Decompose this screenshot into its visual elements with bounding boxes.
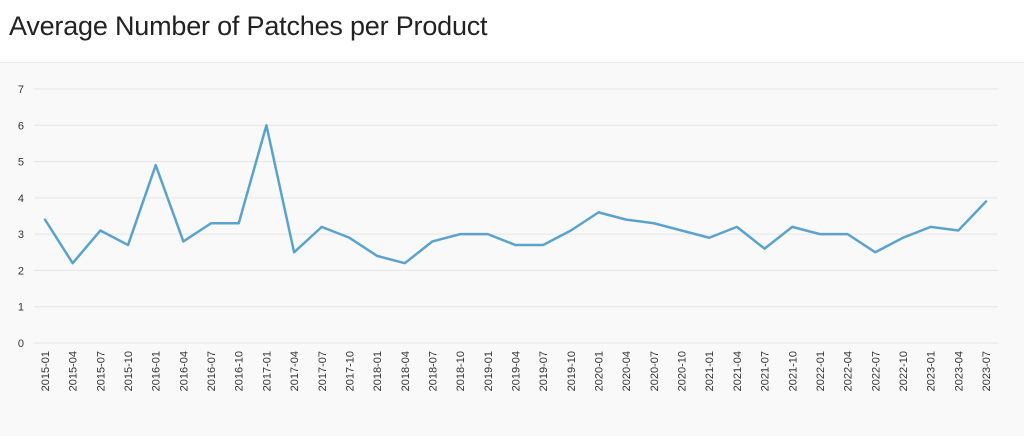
y-tick-label: 5: [18, 157, 24, 169]
data-point[interactable]: [41, 216, 49, 224]
chart-header: Average Number of Patches per Product: [0, 0, 1024, 63]
x-tick-label: 2018-10: [455, 351, 467, 391]
x-tick-label: 2022-10: [898, 351, 910, 391]
data-point[interactable]: [678, 227, 686, 235]
data-point[interactable]: [124, 241, 132, 249]
series-line-0: [43, 124, 988, 265]
x-tick-label: 2015-01: [40, 351, 52, 391]
data-point[interactable]: [982, 197, 990, 205]
x-tick-label: 2016-01: [151, 351, 163, 391]
x-tick-label: 2022-01: [815, 351, 827, 391]
data-point[interactable]: [262, 121, 270, 129]
data-point[interactable]: [844, 230, 852, 238]
x-axis: 2015-01 2015-04 2015-07 2015-10 2016-01 2016-…: [40, 351, 993, 391]
y-tick-label: 4: [18, 193, 24, 205]
y-tick-label: 2: [18, 265, 24, 277]
data-point[interactable]: [401, 259, 409, 267]
y-tick-label: 6: [18, 120, 24, 132]
x-tick-label: 2021-10: [787, 351, 799, 391]
x-tick-label: 2022-07: [870, 351, 882, 391]
y-tick-label: 3: [18, 229, 24, 241]
x-tick-label: 2016-10: [234, 351, 246, 391]
y-tick-label: 1: [18, 302, 24, 314]
data-point[interactable]: [954, 227, 962, 235]
data-point[interactable]: [456, 230, 464, 238]
data-point[interactable]: [899, 234, 907, 242]
data-point[interactable]: [567, 227, 575, 235]
y-tick-label: 7: [18, 84, 24, 96]
data-point[interactable]: [788, 223, 796, 231]
x-tick-label: 2015-10: [123, 351, 135, 391]
x-tick-label: 2016-07: [206, 351, 218, 391]
y-tick-label: 0: [18, 338, 24, 350]
x-tick-label: 2021-01: [704, 351, 716, 391]
series-group: [41, 121, 990, 267]
data-point[interactable]: [871, 248, 879, 256]
data-point[interactable]: [96, 227, 104, 235]
data-point[interactable]: [622, 216, 630, 224]
x-tick-label: 2015-04: [68, 351, 80, 391]
data-point[interactable]: [927, 223, 935, 231]
data-point[interactable]: [290, 248, 298, 256]
x-tick-label: 2017-04: [289, 351, 301, 391]
chart-title: Average Number of Patches per Product: [9, 11, 488, 41]
x-tick-label: 2020-01: [594, 351, 606, 391]
x-tick-label: 2018-01: [372, 351, 384, 391]
x-tick-label: 2017-01: [261, 351, 273, 391]
data-point[interactable]: [733, 223, 741, 231]
x-tick-label: 2019-01: [483, 351, 495, 391]
x-tick-label: 2023-01: [926, 351, 938, 391]
data-point[interactable]: [318, 223, 326, 231]
data-point[interactable]: [761, 245, 769, 253]
x-tick-label: 2022-04: [843, 351, 855, 391]
data-point[interactable]: [595, 208, 603, 216]
x-tick-label: 2017-10: [344, 351, 356, 391]
x-tick-label: 2018-07: [427, 351, 439, 391]
data-point[interactable]: [650, 219, 658, 227]
x-tick-label: 2023-04: [953, 351, 965, 391]
data-point[interactable]: [235, 219, 243, 227]
x-tick-label: 2019-04: [511, 351, 523, 391]
x-tick-label: 2020-04: [621, 351, 633, 391]
data-point[interactable]: [179, 237, 187, 245]
x-tick-label: 2021-04: [732, 351, 744, 391]
x-tick-label: 2017-07: [317, 351, 329, 391]
data-point[interactable]: [512, 241, 520, 249]
grid-lines: [34, 88, 998, 344]
x-tick-label: 2019-07: [538, 351, 550, 391]
data-point[interactable]: [428, 237, 436, 245]
data-point[interactable]: [484, 230, 492, 238]
x-tick-label: 2018-04: [400, 351, 412, 391]
x-tick-label: 2019-10: [566, 351, 578, 391]
x-tick-label: 2015-07: [95, 351, 107, 391]
data-point[interactable]: [69, 259, 77, 267]
y-axis: 0 1 2 3 4 5 6 7: [18, 84, 24, 350]
data-point[interactable]: [345, 234, 353, 242]
x-tick-label: 2020-10: [677, 351, 689, 391]
data-point[interactable]: [539, 241, 547, 249]
data-point[interactable]: [816, 230, 824, 238]
x-tick-label: 2020-07: [649, 351, 661, 391]
data-point[interactable]: [373, 252, 381, 260]
data-point[interactable]: [705, 234, 713, 242]
data-point[interactable]: [207, 219, 215, 227]
x-tick-label: 2016-04: [178, 351, 190, 391]
x-tick-label: 2023-07: [981, 351, 993, 391]
x-tick-label: 2021-07: [760, 351, 772, 391]
data-point[interactable]: [152, 161, 160, 169]
